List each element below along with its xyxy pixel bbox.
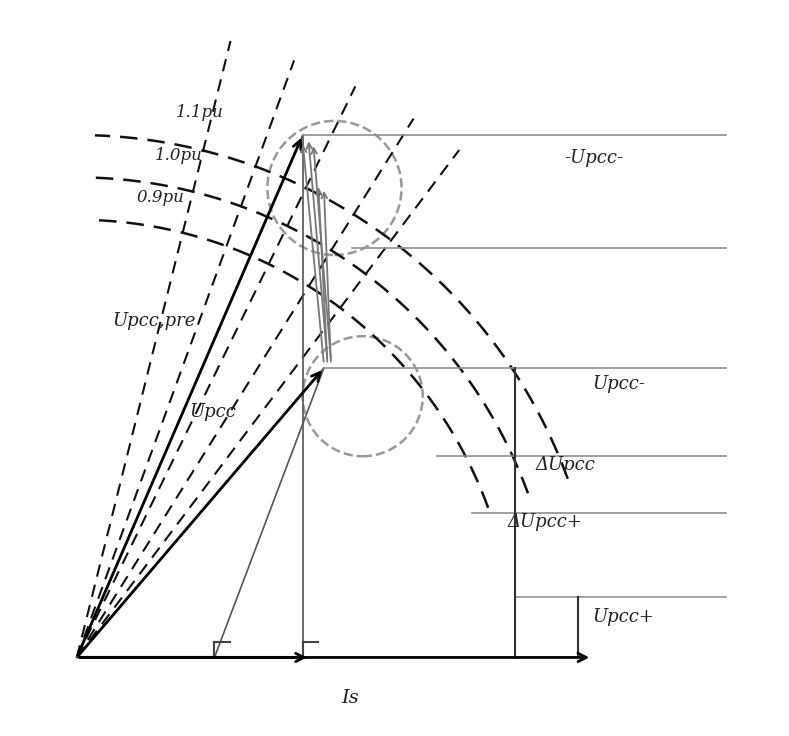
Text: ΔUpcc+: ΔUpcc+ [507,513,582,531]
Text: 1.1pu: 1.1pu [176,105,223,121]
Text: Upcc+: Upcc+ [593,608,654,626]
Text: Upcc-: Upcc- [593,375,645,393]
Text: 0.9pu: 0.9pu [136,189,185,206]
Text: Upcc,pre: Upcc,pre [112,311,196,330]
Text: Upcc: Upcc [190,403,237,422]
Text: Is: Is [342,690,359,707]
Text: ΔUpcc: ΔUpcc [536,456,596,475]
Text: -Upcc-: -Upcc- [564,149,623,167]
Text: 1.0pu: 1.0pu [155,146,202,163]
